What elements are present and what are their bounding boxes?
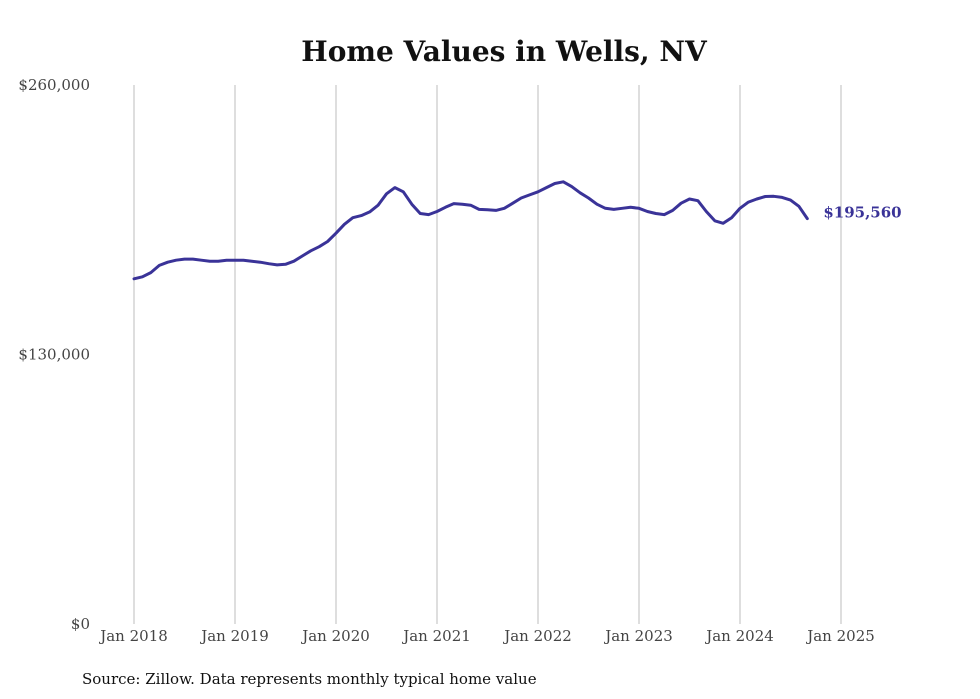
source-note: Source: Zillow. Data represents monthly … bbox=[82, 670, 537, 688]
x-tick-label: Jan 2020 bbox=[300, 627, 370, 645]
x-tick-label: Jan 2019 bbox=[199, 627, 269, 645]
chart-title: Home Values in Wells, NV bbox=[301, 35, 708, 68]
x-tick-label: Jan 2023 bbox=[603, 627, 673, 645]
x-tick-label: Jan 2025 bbox=[805, 627, 875, 645]
y-tick-label: $0 bbox=[71, 615, 90, 633]
series: $195,560 bbox=[132, 180, 902, 281]
x-tick-label: Jan 2018 bbox=[98, 627, 168, 645]
end-value-label: $195,560 bbox=[823, 204, 901, 222]
series-line bbox=[132, 180, 809, 281]
x-tick-label: Jan 2022 bbox=[502, 627, 572, 645]
x-tick-label: Jan 2021 bbox=[401, 627, 471, 645]
y-tick-label: $130,000 bbox=[18, 346, 90, 364]
gridlines bbox=[133, 85, 842, 624]
x-axis: Jan 2018 Jan 2019 Jan 2020 Jan 2021 Jan 2022… bbox=[98, 627, 875, 645]
y-tick-label: $260,000 bbox=[18, 76, 90, 94]
x-tick-label: Jan 2024 bbox=[704, 627, 774, 645]
y-axis: $0 $130,000 $260,000 bbox=[18, 76, 90, 633]
